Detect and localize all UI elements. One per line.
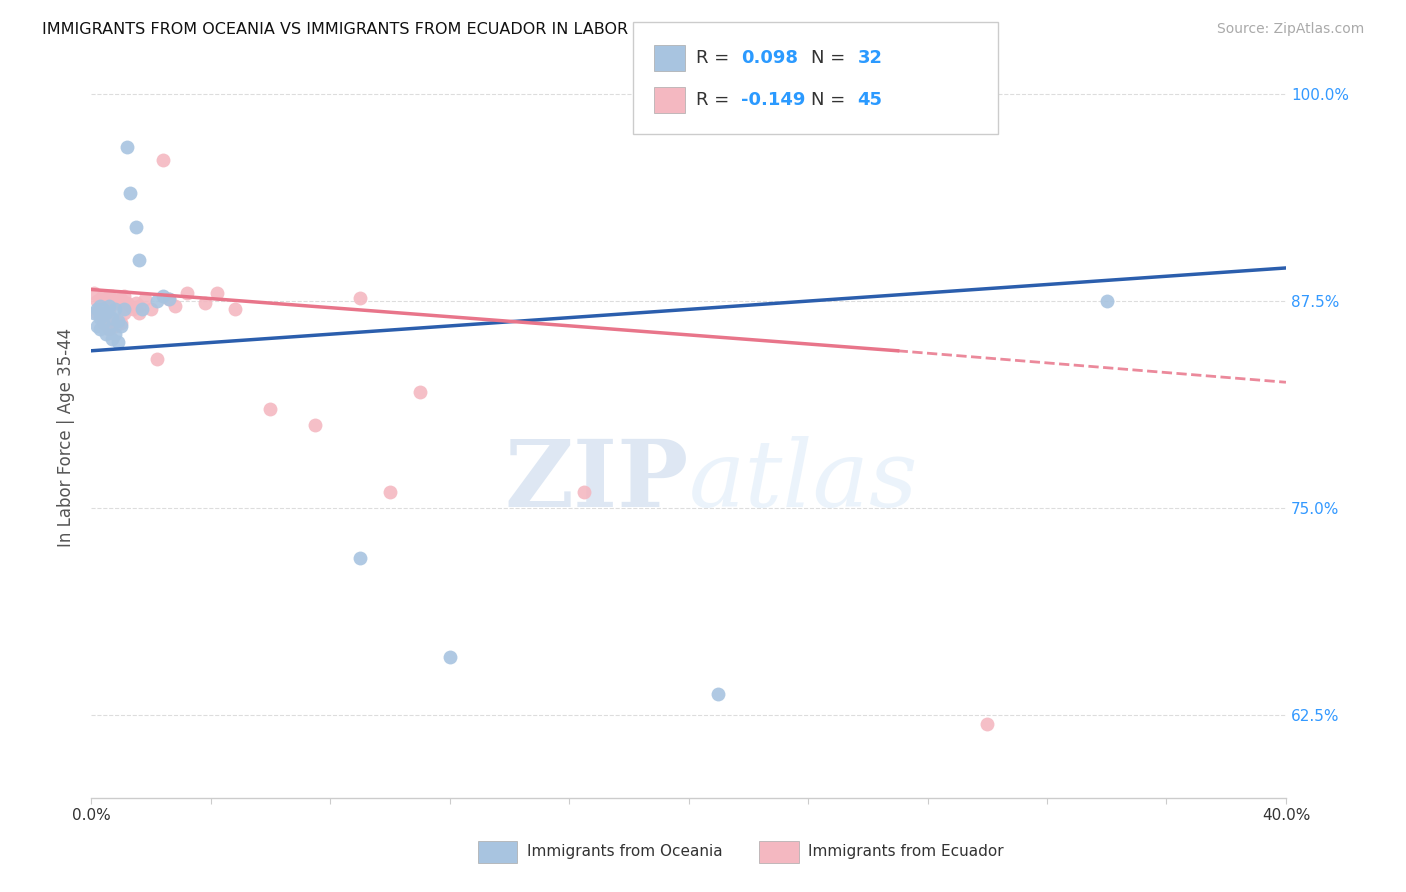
Point bbox=[89, 322, 111, 336]
Point bbox=[115, 140, 138, 154]
Point bbox=[378, 484, 401, 499]
Point bbox=[101, 332, 124, 346]
Point bbox=[128, 306, 150, 320]
Point bbox=[131, 302, 153, 317]
Point bbox=[89, 310, 111, 325]
Point bbox=[98, 322, 121, 336]
Point bbox=[101, 312, 124, 326]
Point bbox=[139, 302, 162, 317]
Point bbox=[707, 687, 730, 701]
Point bbox=[83, 285, 105, 300]
Point bbox=[152, 289, 174, 303]
Point bbox=[107, 314, 129, 328]
Point bbox=[104, 294, 127, 309]
Point bbox=[152, 153, 174, 168]
Point bbox=[118, 299, 141, 313]
Text: Immigrants from Oceania: Immigrants from Oceania bbox=[527, 845, 723, 859]
Point bbox=[98, 299, 121, 313]
Point bbox=[110, 293, 132, 307]
Point bbox=[86, 318, 108, 333]
Point bbox=[176, 285, 198, 300]
Text: N =: N = bbox=[811, 91, 851, 109]
Text: R =: R = bbox=[696, 91, 735, 109]
Point bbox=[94, 293, 117, 307]
Point bbox=[86, 306, 108, 320]
Point bbox=[107, 316, 129, 330]
Point bbox=[86, 294, 108, 309]
Point bbox=[91, 316, 114, 330]
Point bbox=[89, 299, 111, 313]
Point bbox=[409, 385, 432, 400]
Point bbox=[157, 293, 180, 307]
Point bbox=[110, 316, 132, 330]
Point bbox=[98, 289, 121, 303]
Point bbox=[259, 401, 281, 416]
Point bbox=[976, 716, 998, 731]
Text: R =: R = bbox=[696, 49, 735, 67]
Text: IMMIGRANTS FROM OCEANIA VS IMMIGRANTS FROM ECUADOR IN LABOR FORCE | AGE 35-44 CO: IMMIGRANTS FROM OCEANIA VS IMMIGRANTS FR… bbox=[42, 22, 966, 38]
Point bbox=[98, 322, 121, 336]
Point bbox=[94, 306, 117, 320]
Text: atlas: atlas bbox=[689, 436, 918, 526]
Point bbox=[89, 306, 111, 320]
Point bbox=[91, 316, 114, 330]
Point bbox=[101, 310, 124, 325]
Point bbox=[163, 299, 186, 313]
Point bbox=[128, 252, 150, 267]
Point bbox=[349, 291, 371, 305]
Point bbox=[205, 285, 228, 300]
Point bbox=[146, 294, 169, 309]
Text: 45: 45 bbox=[858, 91, 883, 109]
Point bbox=[439, 650, 461, 665]
Point bbox=[118, 186, 141, 201]
Point bbox=[83, 306, 105, 320]
Point bbox=[91, 289, 114, 303]
Point bbox=[122, 302, 145, 317]
Point bbox=[115, 295, 138, 310]
Point bbox=[125, 295, 148, 310]
Point bbox=[98, 302, 121, 317]
Point bbox=[101, 289, 124, 303]
Text: 32: 32 bbox=[858, 49, 883, 67]
Text: -0.149: -0.149 bbox=[741, 91, 806, 109]
Point bbox=[112, 302, 135, 317]
Text: Immigrants from Ecuador: Immigrants from Ecuador bbox=[808, 845, 1004, 859]
Point bbox=[146, 352, 169, 367]
Point bbox=[194, 295, 217, 310]
Point bbox=[94, 327, 117, 342]
Point bbox=[157, 293, 180, 307]
Point bbox=[572, 484, 595, 499]
Point bbox=[104, 318, 127, 333]
Point bbox=[128, 299, 150, 313]
Point bbox=[1095, 294, 1118, 309]
Text: ZIP: ZIP bbox=[505, 436, 689, 526]
Point bbox=[89, 293, 111, 307]
Point bbox=[224, 302, 246, 317]
Text: Source: ZipAtlas.com: Source: ZipAtlas.com bbox=[1216, 22, 1364, 37]
Point bbox=[125, 219, 148, 234]
Point bbox=[134, 293, 156, 307]
Point bbox=[104, 327, 127, 342]
Point bbox=[112, 289, 135, 303]
Point bbox=[94, 306, 117, 320]
Point bbox=[104, 302, 127, 317]
Point bbox=[112, 306, 135, 320]
Point bbox=[107, 335, 129, 350]
Text: 0.098: 0.098 bbox=[741, 49, 799, 67]
Point bbox=[86, 302, 108, 317]
Y-axis label: In Labor Force | Age 35-44: In Labor Force | Age 35-44 bbox=[58, 328, 75, 548]
Text: N =: N = bbox=[811, 49, 851, 67]
Point bbox=[304, 418, 326, 433]
Point bbox=[349, 550, 371, 565]
Point bbox=[110, 318, 132, 333]
Point bbox=[91, 302, 114, 317]
Point bbox=[107, 295, 129, 310]
